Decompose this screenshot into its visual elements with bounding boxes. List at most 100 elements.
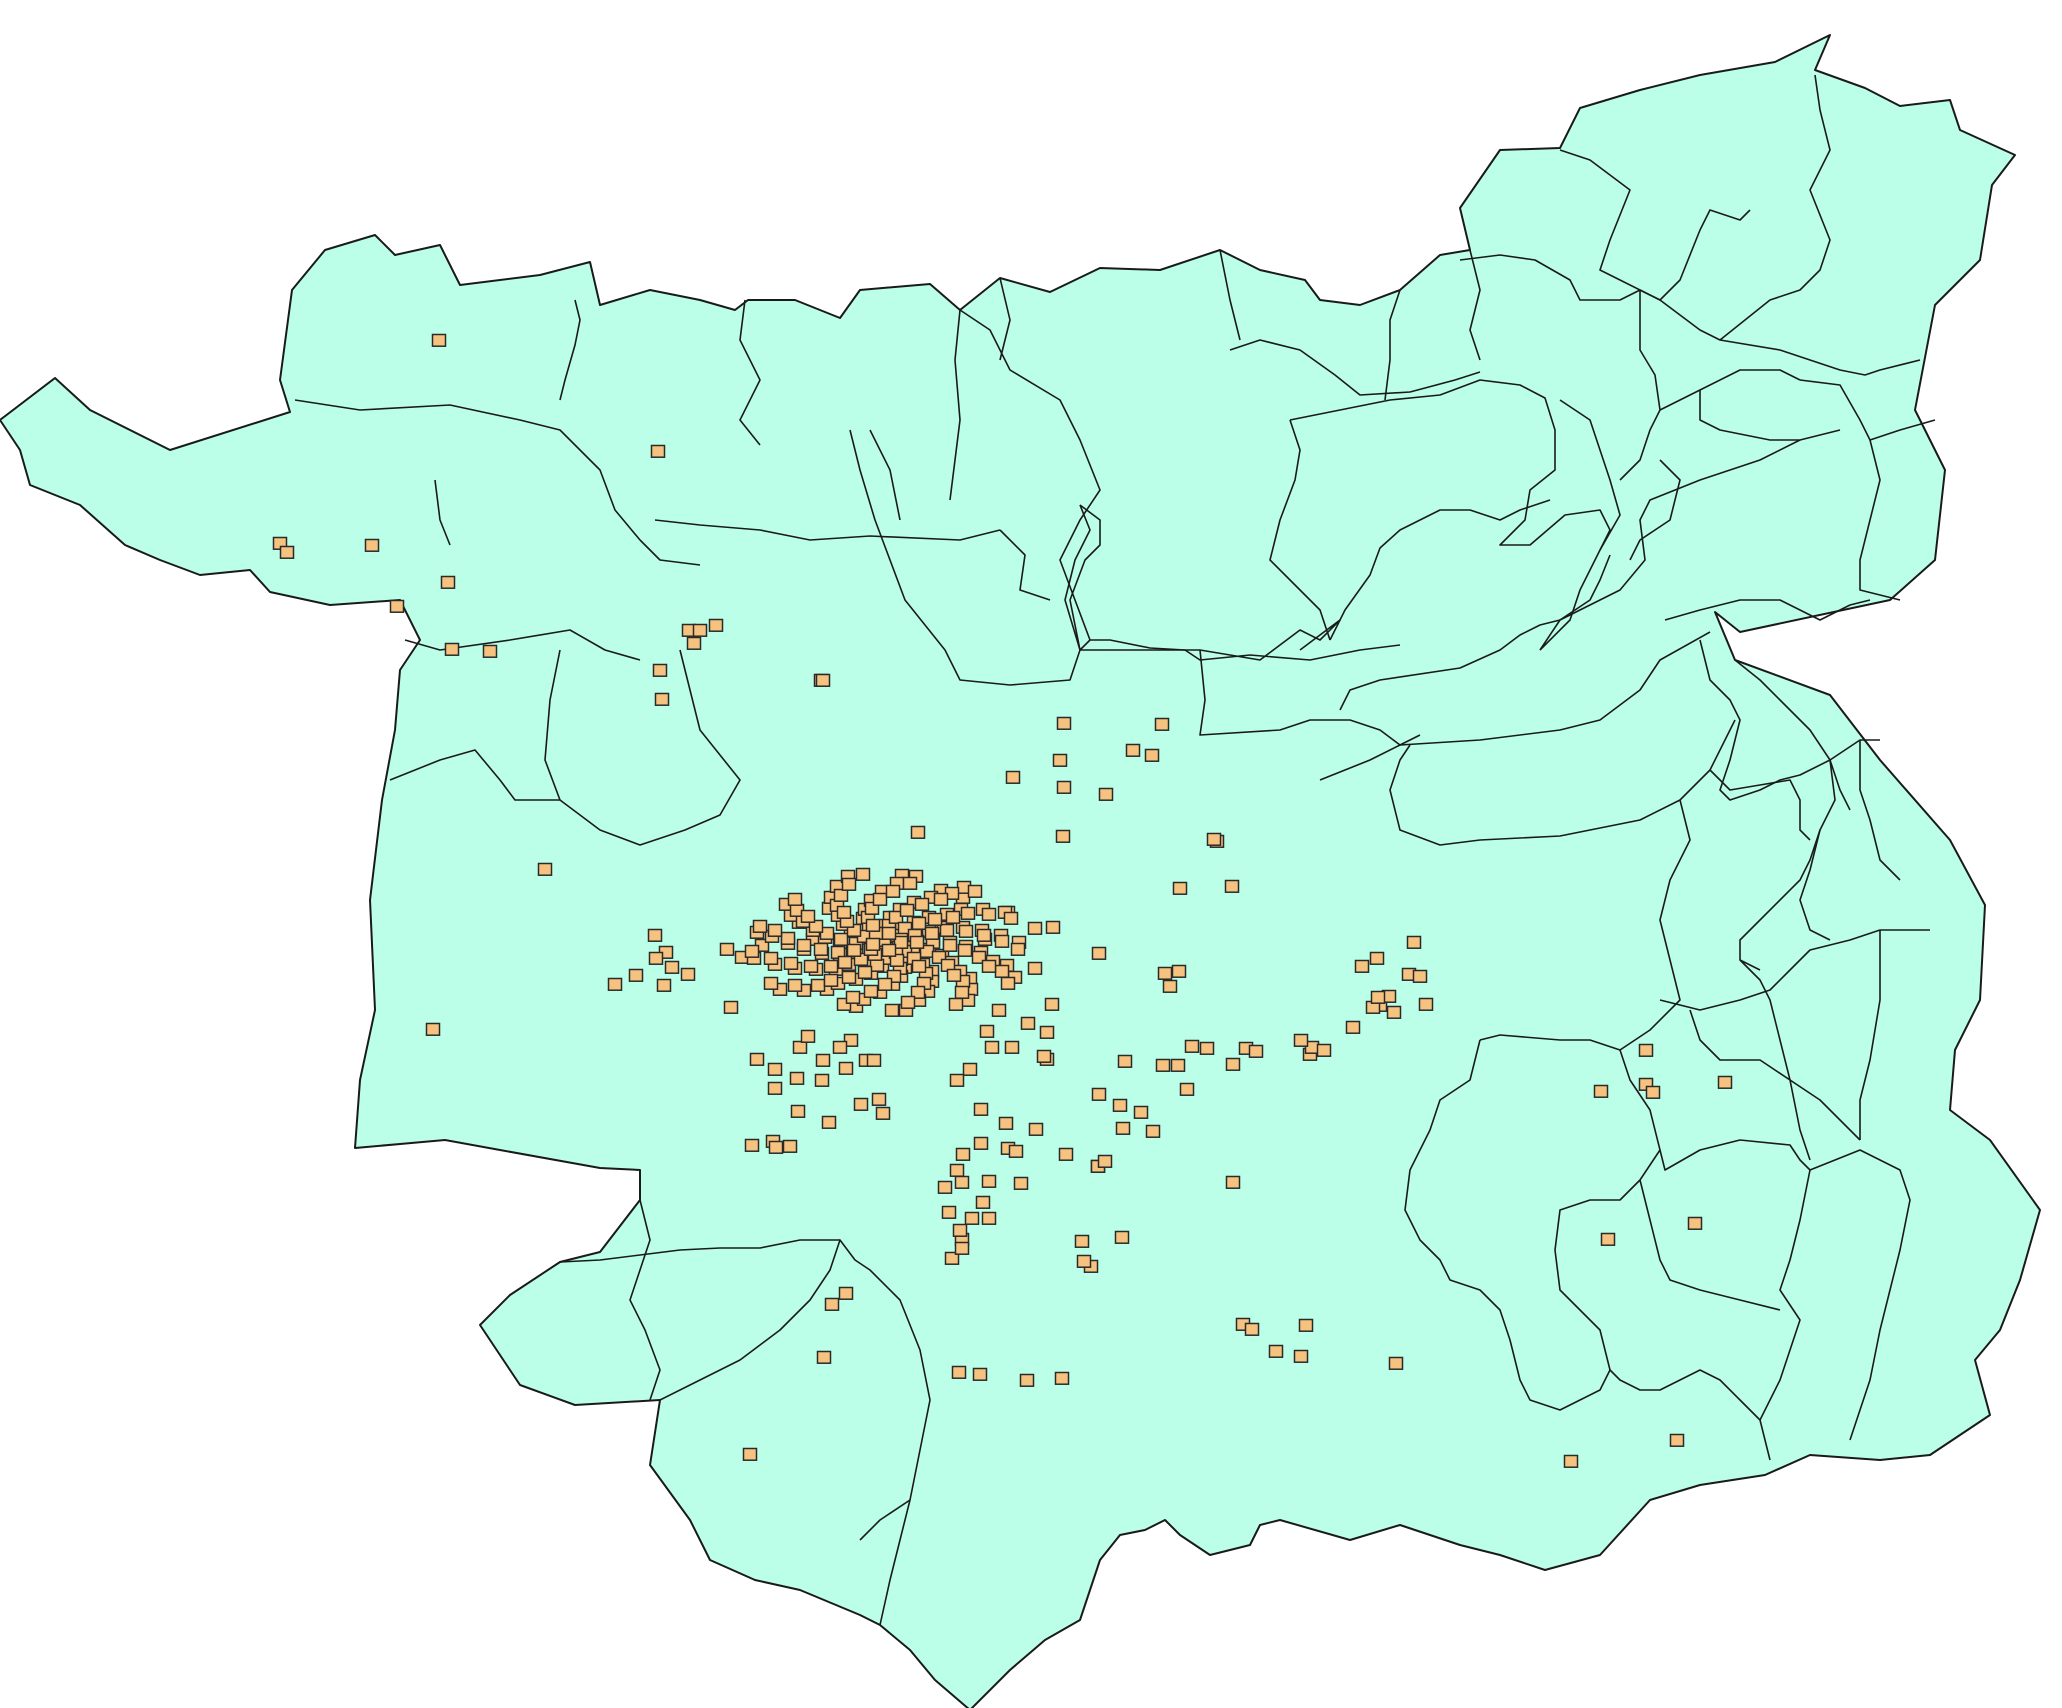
site-marker: [1225, 1057, 1241, 1071]
site-marker: [790, 1104, 806, 1118]
site-marker: [832, 1040, 848, 1054]
site-marker: [1717, 1075, 1733, 1089]
site-marker: [1039, 1025, 1055, 1039]
site-marker: [909, 935, 925, 949]
region-boundaries: [294, 74, 1936, 1626]
site-marker: [1054, 1371, 1070, 1385]
site-marker: [885, 884, 901, 898]
site-marker: [973, 1102, 989, 1116]
site-marker: [787, 892, 803, 906]
site-marker: [767, 923, 783, 937]
site-marker: [984, 1040, 1000, 1054]
site-marker: [648, 951, 664, 965]
site-marker: [981, 959, 997, 973]
site-marker: [1027, 921, 1043, 935]
site-marker: [815, 1053, 831, 1067]
site-marker: [650, 444, 666, 458]
site-marker: [836, 905, 852, 919]
site-marker: [1206, 832, 1222, 846]
site-marker: [763, 976, 779, 990]
site-marker: [949, 1163, 965, 1177]
site-marker: [948, 997, 964, 1011]
site-marker: [951, 1365, 967, 1379]
site-marker: [752, 919, 768, 933]
site-marker: [1045, 920, 1061, 934]
site-marker: [933, 892, 949, 906]
site-marker: [846, 943, 862, 957]
site-marker: [833, 932, 849, 946]
site-marker: [1388, 1356, 1404, 1370]
site-marker: [719, 942, 735, 956]
site-marker: [971, 950, 987, 964]
site-marker: [1157, 966, 1173, 980]
site-marker: [949, 1073, 965, 1087]
site-marker: [875, 1106, 891, 1120]
site-marker: [1028, 1122, 1044, 1136]
site-marker: [979, 1024, 995, 1038]
site-marker: [1056, 780, 1072, 794]
site-marker: [899, 903, 915, 917]
site-marker: [866, 1053, 882, 1067]
site-marker: [955, 1147, 971, 1161]
site-marker: [957, 943, 973, 957]
site-marker: [814, 1073, 830, 1087]
site-marker: [1155, 1058, 1171, 1072]
site-marker: [787, 978, 803, 992]
site-marker: [1162, 979, 1178, 993]
site-marker: [780, 931, 796, 945]
site-marker: [607, 977, 623, 991]
site-marker: [1171, 964, 1187, 978]
site-marker: [837, 955, 853, 969]
site-marker: [1268, 1344, 1284, 1358]
province-outline: [0, 34, 2041, 1708]
site-marker: [967, 884, 983, 898]
site-marker: [1117, 1054, 1133, 1068]
site-marker: [1055, 829, 1071, 843]
site-marker: [1019, 1373, 1035, 1387]
site-marker: [783, 956, 799, 970]
site-marker: [872, 892, 888, 906]
site-marker: [1600, 1232, 1616, 1246]
site-marker: [881, 943, 897, 957]
site-marker: [1115, 1121, 1131, 1135]
site-marker: [1145, 1124, 1161, 1138]
site-marker: [1406, 935, 1422, 949]
site-marker: [1044, 997, 1060, 1011]
site-marker: [976, 928, 992, 942]
site-marker: [881, 926, 897, 940]
site-marker: [808, 919, 824, 933]
site-marker: [664, 960, 680, 974]
site-marker: [782, 1139, 798, 1153]
site-marker: [680, 967, 696, 981]
site-marker: [823, 973, 839, 987]
site-marker: [886, 969, 902, 983]
site-marker: [819, 926, 835, 940]
site-marker: [1369, 951, 1385, 965]
site-marker: [954, 985, 970, 999]
site-marker: [1645, 1085, 1661, 1099]
site-marker: [994, 934, 1010, 948]
site-marker: [1091, 946, 1107, 960]
site-marker: [1638, 1043, 1654, 1057]
site-marker: [792, 1040, 808, 1054]
site-marker: [991, 1003, 1007, 1017]
site-marker: [1004, 1040, 1020, 1054]
site-marker: [1170, 1058, 1186, 1072]
site-marker: [1003, 911, 1019, 925]
site-marker: [838, 1286, 854, 1300]
site-marker: [1112, 1098, 1128, 1112]
site-marker: [1593, 1084, 1609, 1098]
site-marker: [1370, 990, 1386, 1004]
site-marker: [853, 1097, 869, 1111]
site-marker: [1298, 1318, 1314, 1332]
site-marker: [954, 1241, 970, 1255]
site-marker: [864, 901, 880, 915]
site-marker: [1687, 1216, 1703, 1230]
site-marker: [1133, 1105, 1149, 1119]
site-marker: [1354, 959, 1370, 973]
site-marker: [954, 1175, 970, 1189]
site-marker: [800, 909, 816, 923]
site-marker: [1669, 1433, 1685, 1447]
site-marker: [981, 907, 997, 921]
site-marker: [981, 1174, 997, 1188]
